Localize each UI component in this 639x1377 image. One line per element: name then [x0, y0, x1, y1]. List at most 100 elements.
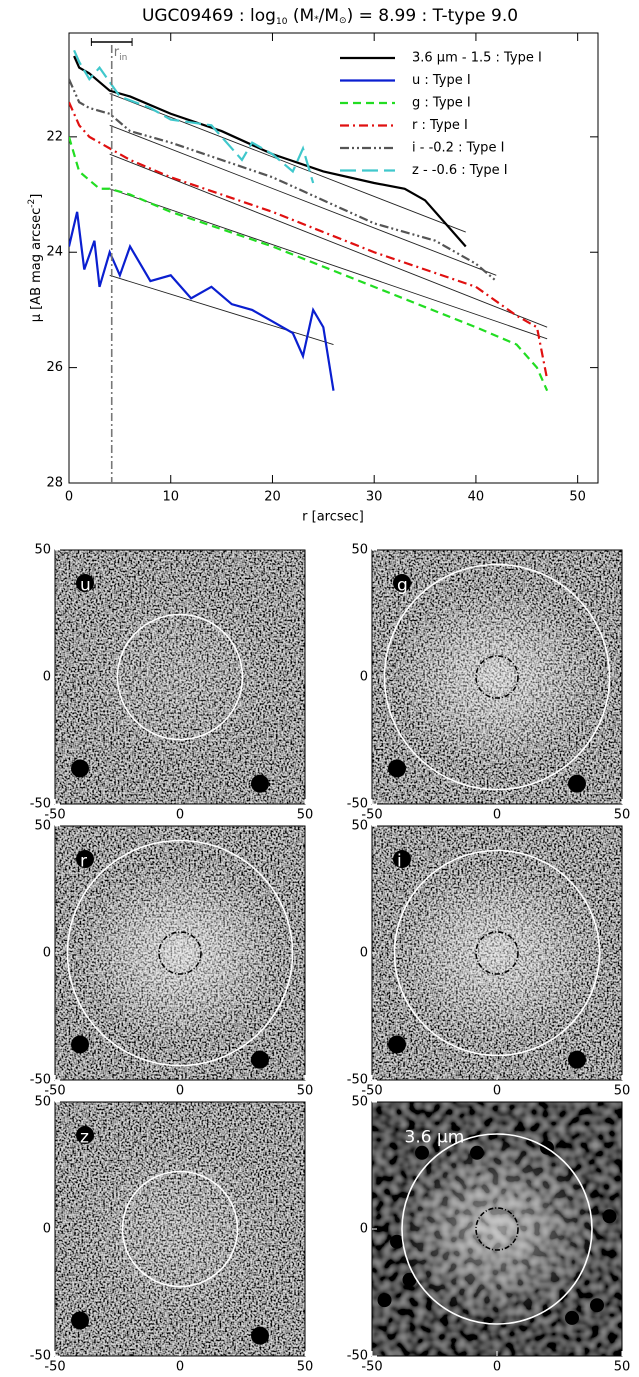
- star-mask: [602, 1209, 617, 1224]
- y-tick-label: 0: [360, 670, 368, 685]
- title-part: UGC09469 : log: [142, 6, 276, 26]
- title-part: ⊙: [339, 16, 347, 26]
- star-mask: [393, 574, 411, 593]
- x-tick-label: 50: [297, 1360, 314, 1375]
- aperture: [401, 1133, 593, 1325]
- fit-line: [109, 93, 466, 233]
- y-tick-label: 0: [360, 1222, 368, 1237]
- r-in-label: rin: [114, 45, 128, 63]
- x-tick-label: 0: [176, 1360, 184, 1375]
- star-mask: [568, 774, 586, 793]
- star-mask: [388, 1035, 406, 1054]
- fit-line: [109, 124, 497, 276]
- galaxy-glow: [75, 861, 285, 1045]
- galaxy-glow: [75, 585, 285, 769]
- profile-line: [69, 211, 335, 391]
- y-tick-label: -50: [30, 797, 51, 812]
- title-part: (M: [287, 6, 314, 26]
- y-tick-label: -50: [347, 797, 368, 812]
- star-mask: [76, 1126, 94, 1145]
- x-tick-label: 30: [366, 490, 383, 505]
- y-label-part: μ [AB mag arcsec: [29, 208, 44, 323]
- title-part: /M: [319, 6, 339, 26]
- title-part: ) = 8.99 : T-type 9.0: [347, 6, 518, 26]
- profile-line: [73, 49, 315, 184]
- star-mask: [76, 574, 94, 593]
- legend-label: r : Type I: [412, 118, 468, 133]
- panel-label: u: [80, 576, 91, 596]
- star-mask: [390, 1234, 404, 1249]
- y-tick-label: 50: [351, 819, 368, 834]
- x-tick-label: -50: [361, 808, 382, 823]
- inner-aperture: [158, 931, 202, 975]
- r-in-sub: in: [119, 53, 127, 63]
- galaxy-glow: [392, 1137, 602, 1321]
- chart-title: UGC09469 : log10 (M*/M⊙) = 8.99 : T-type…: [142, 6, 518, 27]
- star-mask: [393, 850, 411, 869]
- plot-frame: [68, 32, 599, 484]
- panel-label: r: [80, 852, 87, 872]
- panel-label: 3.6 μm: [405, 1128, 465, 1148]
- profile-line: [69, 101, 549, 380]
- legend-label: i - -0.2 : Type I: [412, 141, 504, 156]
- x-tick-label: 0: [65, 490, 73, 505]
- x-tick-label: -50: [44, 1360, 65, 1375]
- legend-label: 3.6 μm - 1.5 : Type I: [412, 51, 542, 66]
- panel-label: g: [397, 576, 408, 596]
- plot-area: [69, 49, 549, 392]
- inner-aperture: [475, 931, 519, 975]
- x-tick-label: -50: [44, 808, 65, 823]
- star-mask: [415, 1145, 429, 1160]
- title-part: *: [314, 15, 319, 25]
- star-mask: [590, 1298, 604, 1313]
- y-tick-label: -50: [347, 1073, 368, 1088]
- star-mask: [251, 1050, 269, 1069]
- x-tick-label: 20: [264, 490, 281, 505]
- aperture: [66, 839, 294, 1067]
- y-tick-label: 0: [43, 670, 51, 685]
- y-tick-label: -50: [347, 1349, 368, 1364]
- star-mask: [470, 1145, 484, 1160]
- legend-label: u : Type I: [412, 73, 471, 88]
- x-axis-label: r [arcsec]: [302, 510, 364, 525]
- galaxy-glow: [75, 1137, 285, 1321]
- x-tick-label: 50: [614, 1084, 631, 1099]
- r-in-text: r: [114, 45, 120, 60]
- y-tick-label: -50: [30, 1073, 51, 1088]
- y-tick-label: 0: [43, 946, 51, 961]
- y-axis-label: μ [AB mag arcsec-2]: [27, 194, 44, 323]
- x-tick-label: 0: [493, 1084, 501, 1099]
- y-tick-label: 24: [46, 245, 63, 260]
- y-tick-label: 22: [46, 129, 63, 144]
- legend-label: g : Type I: [412, 96, 471, 111]
- x-tick-label: 50: [614, 808, 631, 823]
- y-tick-label: 50: [34, 819, 51, 834]
- star-mask: [402, 1272, 417, 1287]
- y-tick-label: -50: [30, 1349, 51, 1364]
- star-mask: [71, 759, 89, 778]
- panel-label: i: [397, 852, 402, 872]
- x-tick-label: -50: [361, 1084, 382, 1099]
- inner-aperture: [475, 655, 519, 699]
- panel-label: z: [80, 1128, 89, 1148]
- star-mask: [71, 1035, 89, 1054]
- x-tick-label: 0: [176, 1084, 184, 1099]
- x-tick-label: 0: [493, 1360, 501, 1375]
- y-tick-label: 28: [46, 476, 63, 491]
- y-tick-label: 0: [360, 946, 368, 961]
- x-tick-label: 50: [297, 808, 314, 823]
- x-tick-label: 10: [162, 490, 179, 505]
- y-label-part: -2: [27, 199, 37, 208]
- profile-line: [69, 136, 549, 392]
- x-tick-label: 0: [176, 808, 184, 823]
- x-tick-label: 50: [297, 1084, 314, 1099]
- star-mask: [377, 1293, 392, 1308]
- aperture: [116, 613, 244, 741]
- star-mask: [388, 759, 406, 778]
- x-tick-label: -50: [44, 1084, 65, 1099]
- y-tick-label: 50: [351, 543, 368, 558]
- y-tick-label: 50: [34, 1095, 51, 1110]
- title-part: 10: [276, 17, 288, 27]
- aperture: [121, 1170, 239, 1288]
- inner-aperture: [475, 1207, 519, 1251]
